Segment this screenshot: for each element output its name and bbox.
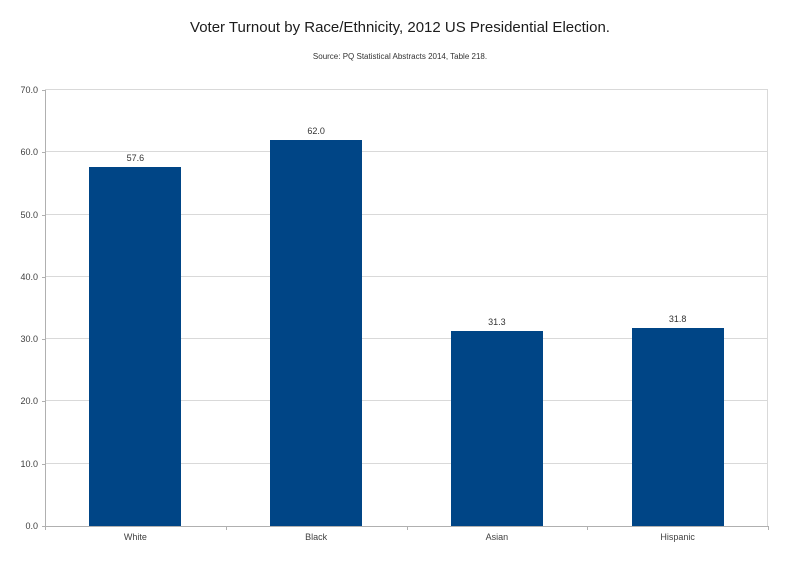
x-category-label-white: White xyxy=(123,532,147,542)
x-category-label-black: Black xyxy=(305,532,328,542)
bar-value-label: 31.3 xyxy=(488,317,506,328)
y-tick-label: 20.0 xyxy=(20,396,38,407)
bar-hispanic xyxy=(631,327,724,526)
bar-value-label: 62.0 xyxy=(307,125,325,136)
y-gridline xyxy=(45,275,768,277)
y-tick-mark xyxy=(42,152,45,154)
y-tick-mark xyxy=(42,463,45,465)
y-tick-mark xyxy=(42,401,45,403)
x-tick-mark xyxy=(587,526,588,530)
y-tick-label: 50.0 xyxy=(20,209,38,220)
y-tick-label: 10.0 xyxy=(20,458,38,469)
bar-black xyxy=(270,139,363,526)
x-category-label-hispanic: Hispanic xyxy=(660,532,695,542)
y-gridline xyxy=(45,338,768,340)
y-tick-mark xyxy=(42,339,45,341)
y-tick-mark xyxy=(42,276,45,278)
y-tick-mark xyxy=(42,214,45,216)
y-tick-mark xyxy=(42,526,45,527)
bar-asian xyxy=(450,331,543,526)
x-tick-mark xyxy=(407,526,408,530)
y-gridline xyxy=(45,213,768,215)
y-tick-mark xyxy=(42,90,45,91)
y-tick-label: 60.0 xyxy=(20,147,38,158)
y-gridline xyxy=(45,151,768,153)
x-axis-line xyxy=(45,526,768,527)
y-axis-line xyxy=(45,90,46,526)
y-gridline xyxy=(45,89,768,90)
y-tick-label: 70.0 xyxy=(20,85,38,95)
y-tick-label: 30.0 xyxy=(20,334,38,345)
y-tick-label: 0.0 xyxy=(25,521,38,531)
x-tick-mark xyxy=(45,526,46,530)
y-gridline xyxy=(45,462,768,464)
x-category-label-asian: Asian xyxy=(485,532,509,542)
x-tick-mark xyxy=(226,526,227,530)
x-tick-mark xyxy=(768,526,769,530)
bar-value-label: 57.6 xyxy=(126,153,145,164)
plot-right-border xyxy=(767,90,768,526)
bar-white xyxy=(89,167,182,526)
bar-value-label: 31.8 xyxy=(668,313,687,324)
y-tick-label: 40.0 xyxy=(20,271,38,282)
chart-title: Voter Turnout by Race/Ethnicity, 2012 US… xyxy=(190,19,610,36)
chart-source: Source: PQ Statistical Abstracts 2014, T… xyxy=(312,52,488,61)
y-gridline xyxy=(45,400,768,402)
plot-area: 57.6 62.0 31.3 31.8 xyxy=(45,89,768,527)
